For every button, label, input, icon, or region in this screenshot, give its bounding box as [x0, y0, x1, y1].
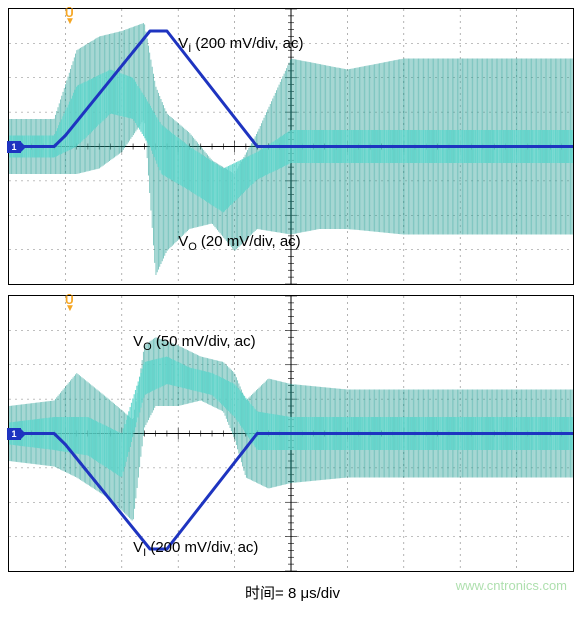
trace-label: VO (20 mV/div, ac): [178, 233, 301, 253]
watermark-text: www.cntronics.com: [456, 578, 567, 593]
trace-label: VI (200 mV/div, ac): [178, 35, 303, 55]
channel-marker-icon: 1: [7, 141, 21, 153]
channel-marker-icon: 1: [7, 428, 21, 440]
trace-label: VI (200 mV/div, ac): [133, 539, 258, 559]
scope-svg-bottom: [9, 296, 573, 571]
trigger-marker-icon: Ū▼: [65, 7, 75, 27]
trigger-marker-icon: Ū▼: [65, 294, 75, 314]
scope-panel-bottom: Ū▼ 1 www.cntronics.com VO (50 mV/div, ac…: [8, 295, 574, 572]
scope-panel-top: Ū▼ 1 VI (200 mV/div, ac) VO (20 mV/div, a…: [8, 8, 574, 285]
trace-label: VO (50 mV/div, ac): [133, 333, 256, 353]
